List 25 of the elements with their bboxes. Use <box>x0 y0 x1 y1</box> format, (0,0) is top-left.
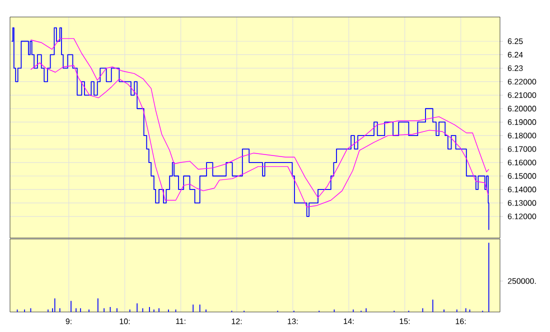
x-tick-label: 14: <box>344 318 354 324</box>
y-tick-label: 6.16000 <box>508 160 536 166</box>
x-tick-label: 10: <box>120 318 130 324</box>
y-tick-label: 250000. <box>508 278 536 284</box>
y-tick-label: 6.21000 <box>508 92 536 98</box>
x-tick-label: 15: <box>400 318 410 324</box>
x-tick-label: 13: <box>288 318 298 324</box>
y-tick-label: 6.25 <box>508 38 523 44</box>
line-series <box>30 38 490 198</box>
y-tick-label: 6.19000 <box>508 119 536 125</box>
y-tick-label: 6.17000 <box>508 146 536 152</box>
y-tick-label: 6.22000 <box>508 78 536 85</box>
y-tick-label: 6.12000 <box>508 214 536 220</box>
y-tick-label: 6.18000 <box>508 132 536 138</box>
y-tick-label: 6.13000 <box>508 200 536 206</box>
x-tick-label: 16: <box>456 318 466 324</box>
y-tick-label: 6.15000 <box>508 173 536 179</box>
x-tick-label: 12: <box>232 318 242 324</box>
y-tick-label: 6.14000 <box>508 186 536 192</box>
line-series <box>30 62 489 208</box>
x-tick-label: 11: <box>176 318 186 324</box>
y-tick-label: 6.24 <box>508 52 523 58</box>
x-tick-label: 9: <box>66 318 72 324</box>
y-tick-label: 6.20000 <box>508 106 536 112</box>
y-tick-label: 6.23 <box>508 65 523 72</box>
